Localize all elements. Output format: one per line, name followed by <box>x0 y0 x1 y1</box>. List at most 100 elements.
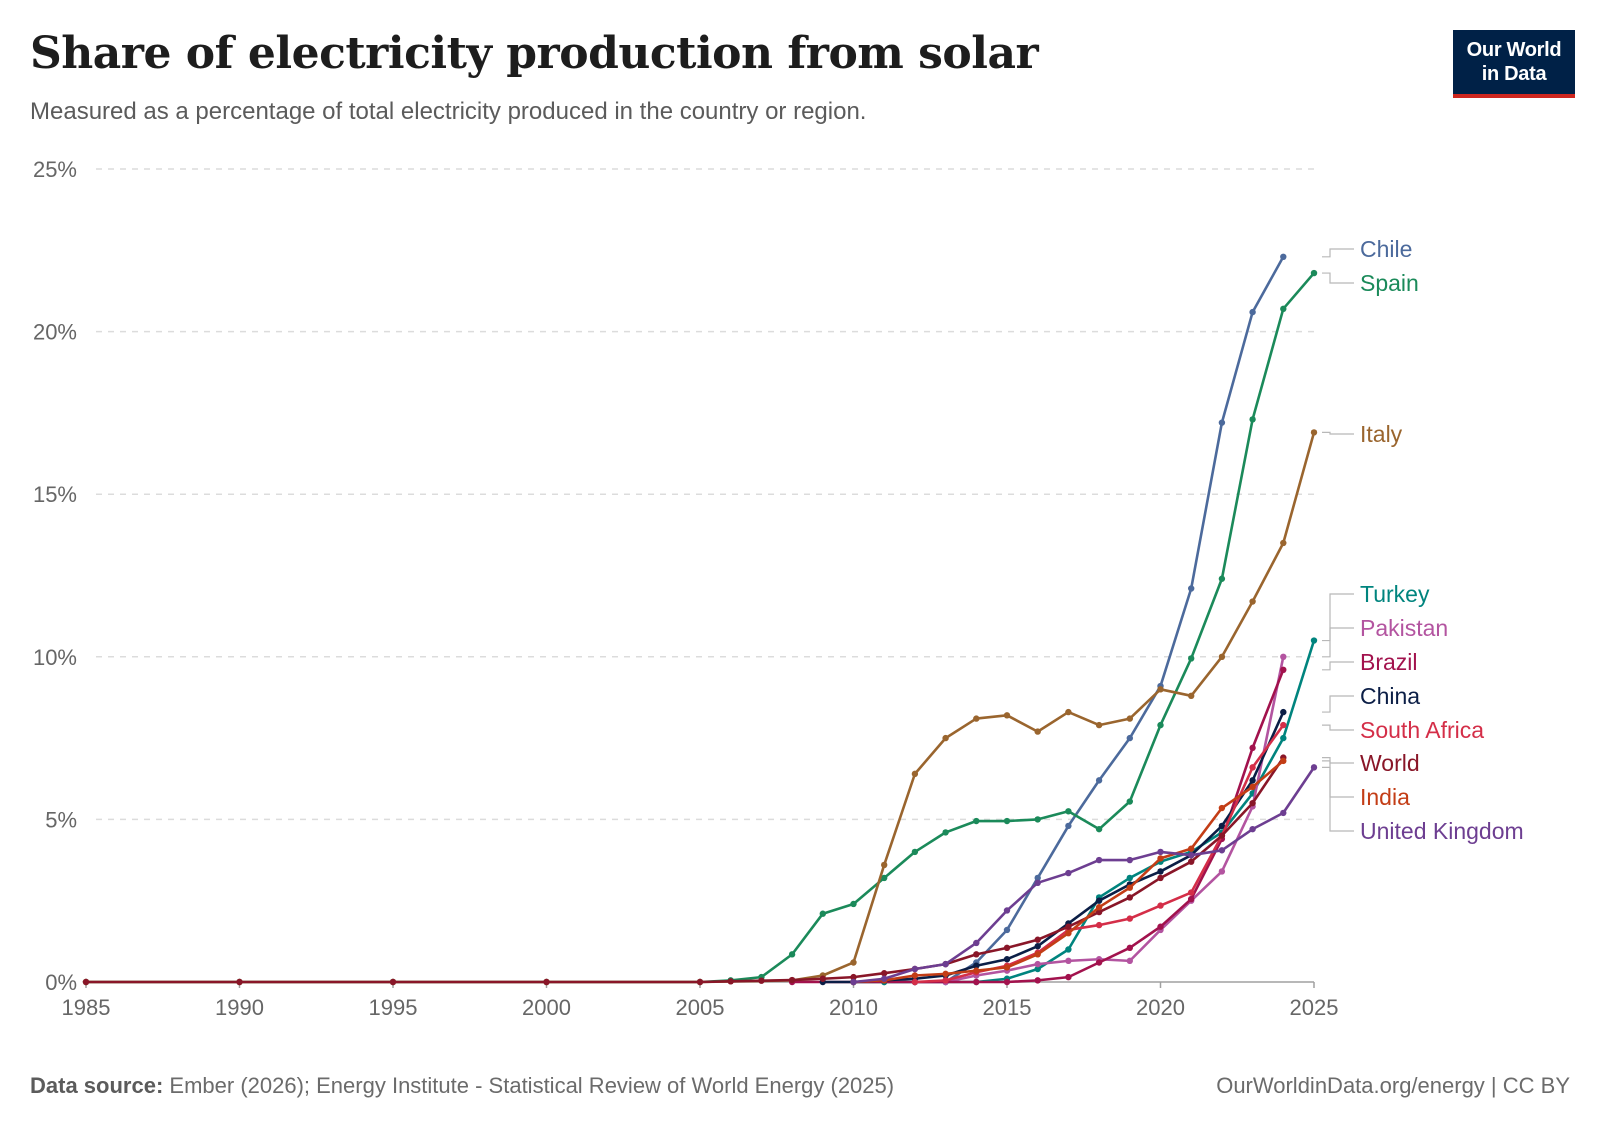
data-point-spain <box>881 874 888 882</box>
leader-line-chile <box>1322 248 1354 258</box>
data-point-china <box>1280 708 1287 716</box>
leader-line-united-kingdom <box>1322 766 1354 832</box>
series-label-chile: Chile <box>1360 236 1412 262</box>
data-point-united-kingdom <box>911 965 919 973</box>
data-point-south-africa <box>1188 889 1195 896</box>
y-tick-label: 15% <box>33 482 77 507</box>
data-point-brazil <box>1126 944 1134 952</box>
data-point-united-kingdom <box>1188 851 1195 859</box>
data-point-world <box>389 978 397 986</box>
data-point-world <box>696 978 704 986</box>
data-point-south-africa <box>1280 721 1287 729</box>
leader-line-spain <box>1322 272 1354 284</box>
owid-logo[interactable]: Our World in Data <box>1453 30 1575 98</box>
series-label-world: World <box>1360 750 1420 776</box>
data-point-italy <box>881 861 888 869</box>
data-point-india <box>1249 783 1256 791</box>
data-point-chile <box>1003 926 1011 934</box>
data-point-india <box>942 970 949 978</box>
data-point-spain <box>1280 305 1287 313</box>
data-point-china <box>973 962 980 969</box>
data-point-china <box>1249 777 1256 784</box>
credit-link[interactable]: OurWorldinData.org/energy | CC BY <box>1216 1073 1570 1098</box>
data-point-world <box>543 978 550 986</box>
x-tick-label: 1995 <box>369 995 418 1020</box>
data-point-spain <box>1034 816 1041 823</box>
data-point-italy <box>1126 715 1134 722</box>
data-point-italy <box>1157 686 1164 693</box>
data-point-world <box>850 973 857 981</box>
series-label-united-kingdom: United Kingdom <box>1360 818 1524 844</box>
data-point-india <box>1065 930 1072 937</box>
leader-line-brazil <box>1322 661 1354 671</box>
x-tick-label: 2000 <box>522 995 571 1020</box>
data-point-south-africa <box>942 977 949 984</box>
data-point-chile <box>1034 874 1041 882</box>
data-point-china <box>1218 822 1226 830</box>
leader-line-south-africa <box>1322 724 1354 731</box>
data-point-world <box>1003 944 1011 952</box>
x-tick-label: 2005 <box>676 995 725 1020</box>
data-point-united-kingdom <box>1126 856 1134 864</box>
data-point-india <box>911 972 919 979</box>
page-title: Share of electricity production from sol… <box>30 28 1039 79</box>
data-point-italy <box>1218 653 1226 660</box>
logo-line-1: Our World <box>1466 39 1562 61</box>
data-point-world <box>1065 923 1072 930</box>
data-point-pakistan <box>1218 868 1226 875</box>
x-tick-label: 1990 <box>215 995 264 1020</box>
data-point-spain <box>1095 825 1103 833</box>
data-point-spain <box>1188 655 1195 662</box>
data-point-chile <box>1280 253 1287 261</box>
data-point-italy <box>1003 712 1011 719</box>
series-label-brazil: Brazil <box>1360 649 1418 675</box>
data-point-china <box>1095 897 1103 904</box>
series-label-spain: Spain <box>1360 270 1419 296</box>
data-point-pakistan <box>1126 957 1134 965</box>
data-point-italy <box>1249 598 1256 605</box>
data-point-italy <box>1188 692 1195 700</box>
data-point-spain <box>1003 817 1011 825</box>
data-point-chile <box>1126 734 1134 742</box>
leader-line-pakistan <box>1322 627 1354 658</box>
data-point-india <box>1034 951 1041 958</box>
data-point-brazil <box>1095 959 1103 966</box>
axis-layer: 0% 5% 10% 15% 20% 25% 1985 1990 1995 2000 2005 2010… <box>33 157 1339 1020</box>
y-tick-label: 5% <box>45 807 77 832</box>
data-point-india <box>1188 845 1195 852</box>
data-point-turkey <box>1280 734 1287 742</box>
data-point-italy <box>1065 708 1072 716</box>
data-point-united-kingdom <box>942 960 949 968</box>
data-point-world <box>1157 874 1164 882</box>
x-tick-label: 1985 <box>62 995 111 1020</box>
data-point-brazil <box>1188 895 1195 903</box>
data-point-united-kingdom <box>973 939 980 947</box>
data-point-spain <box>1126 798 1134 805</box>
data-point-world <box>819 975 826 982</box>
data-point-italy <box>911 770 919 778</box>
data-point-south-africa <box>1157 902 1164 909</box>
data-point-spain <box>850 900 857 908</box>
leader-line-india <box>1322 760 1354 798</box>
data-point-turkey <box>1065 946 1072 953</box>
data-point-world <box>727 978 734 985</box>
data-point-chile <box>1065 822 1072 830</box>
label-layer: Chile Spain Italy Turkey Pakistan Brazil China… <box>1322 236 1524 844</box>
page-subtitle: Measured as a percentage of total electr… <box>30 98 867 125</box>
data-point-spain <box>973 817 980 825</box>
data-point-brazil <box>1280 666 1287 674</box>
data-point-spain <box>1310 269 1318 277</box>
logo-line-2: in Data <box>1481 63 1547 85</box>
data-point-united-kingdom <box>1065 869 1072 877</box>
y-tick-label: 20% <box>33 320 77 345</box>
data-point-india <box>1095 904 1103 911</box>
data-point-italy <box>850 959 857 966</box>
data-point-world <box>1126 894 1134 901</box>
series-line-world <box>84 756 1285 984</box>
series-label-india: India <box>1360 784 1410 810</box>
data-point-chile <box>1249 308 1256 316</box>
data-point-chile <box>1218 419 1226 426</box>
data-source: Data source: Ember (2026); Energy Instit… <box>30 1073 894 1099</box>
data-point-china <box>1157 868 1164 875</box>
